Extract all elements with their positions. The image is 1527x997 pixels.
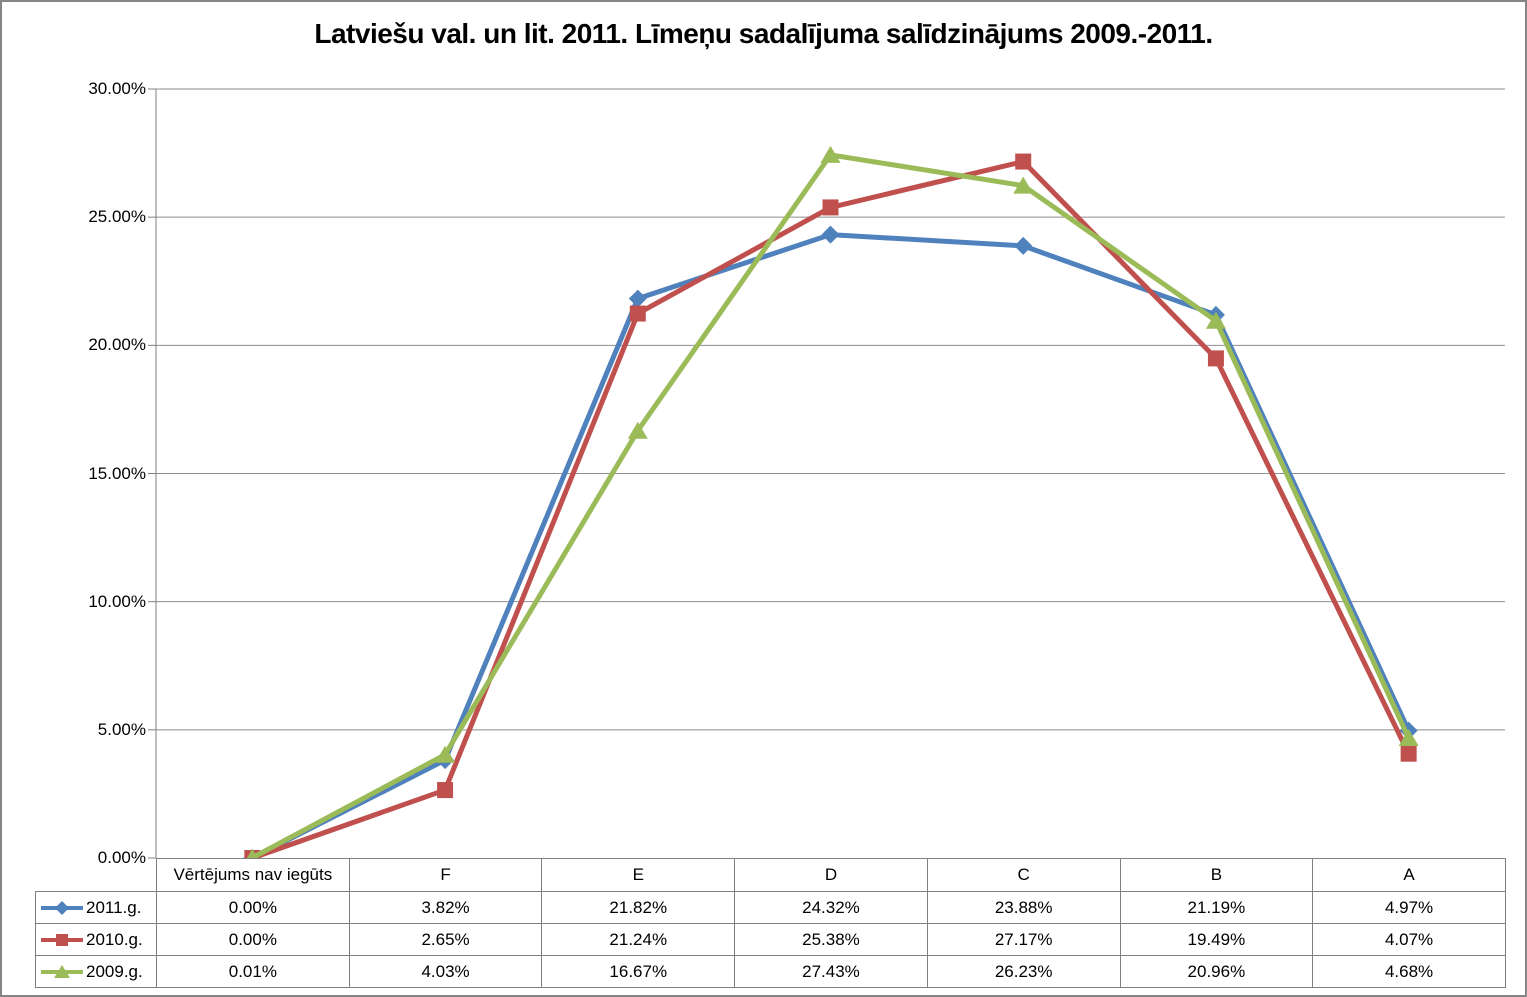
marker-diamond-2011g [628, 289, 647, 308]
marker-square-2010g [629, 305, 646, 322]
y-tick-label: 30.00% [88, 79, 146, 98]
marker-triangle-2009g [1013, 176, 1034, 194]
table-row: 2011.g. 0.00% 3.82% 21.82% 24.32% 23.88% 21.19… [35, 891, 1506, 924]
chart-title: Latviešu val. un lit. 2011. Līmeņu sadal… [314, 18, 1213, 49]
table-cell: 4.97% [1312, 891, 1506, 924]
table-cell: 0.00% [156, 891, 350, 924]
legend-cell: 2009.g. [35, 955, 157, 988]
table-cell: 26.23% [926, 955, 1121, 988]
marker-diamond-2011g [821, 225, 840, 244]
table-header-cell: Vērtējums nav iegūts [156, 858, 350, 892]
legend-label: 2011.g. [86, 897, 142, 917]
table-corner-cell [36, 859, 157, 892]
table-cell: 25.38% [734, 923, 928, 956]
table-cell: 27.17% [926, 923, 1121, 956]
table-cell: 23.88% [926, 891, 1121, 924]
marker-square-2010g [437, 782, 454, 799]
y-tick-label: 10.00% [88, 591, 146, 611]
table-cell: 0.01% [156, 955, 350, 988]
series-line-2009g [251, 152, 1411, 860]
table-cell: 21.24% [541, 923, 736, 956]
marker-square-2010g [1015, 153, 1032, 170]
table-row: 2010.g. 0.00% 2.65% 21.24% 25.38% 27.17% 19.49… [35, 923, 1506, 956]
legend-cell: 2011.g. [35, 891, 157, 924]
table-header-cell: E [541, 858, 736, 892]
marker-square-2010g [1400, 745, 1417, 762]
legend-marker-diamond-icon [55, 901, 69, 916]
table-cell: 0.00% [156, 923, 350, 956]
y-tick-label: 20.00% [88, 335, 146, 355]
y-tick-label: 0.00% [97, 848, 146, 867]
table-row: 2009.g. 0.01% 4.03% 16.67% 27.43% 26.23% 20.96… [35, 955, 1506, 988]
marker-triangle-2009g [1398, 729, 1419, 747]
y-tick-label: 25.00% [88, 207, 146, 227]
table-header-cell: F [348, 858, 543, 892]
table-cell: 2.65% [348, 923, 543, 956]
legend-key-2009g [41, 965, 83, 979]
table-header-cell: C [926, 858, 1121, 892]
data-table: Vērtējums nav iegūts F E D C B A 2011.g. 0.00% 3.… [35, 858, 1506, 988]
marker-triangle-2009g [820, 145, 841, 163]
table-cell: 19.49% [1119, 923, 1314, 956]
table-header-cell: A [1312, 858, 1506, 892]
marker-square-2010g [822, 199, 839, 216]
marker-triangle-2009g [1205, 311, 1226, 329]
marker-triangle-2009g [435, 745, 456, 763]
table-cell: 21.82% [541, 891, 736, 924]
table-cell: 4.68% [1312, 955, 1506, 988]
table-cell: 27.43% [734, 955, 928, 988]
legend-marker-triangle-icon [54, 965, 70, 979]
legend-marker-square-icon [56, 934, 68, 947]
marker-square-2010g [1207, 350, 1224, 367]
table-cell: 4.03% [348, 955, 543, 988]
legend-label: 2009.g. [86, 961, 143, 981]
legend-key-2010g [41, 934, 83, 947]
table-header-cell: B [1119, 858, 1314, 892]
marker-triangle-2009g [627, 421, 648, 439]
table-cell: 4.07% [1312, 923, 1506, 956]
table-cell: 3.82% [348, 891, 543, 924]
legend-label: 2010.g. [86, 929, 143, 949]
table-header-row: Vērtējums nav iegūts F E D C B A [36, 858, 1506, 892]
series-line-2010g [251, 158, 1411, 861]
table-cell: 20.96% [1119, 955, 1314, 988]
y-tick-label: 5.00% [97, 719, 146, 739]
table-header-cell: D [734, 858, 928, 892]
table-cell: 24.32% [734, 891, 928, 924]
y-tick-label: 15.00% [88, 463, 146, 483]
marker-diamond-2011g [1014, 236, 1033, 255]
table-cell: 16.67% [541, 955, 736, 988]
legend-key-2011g [41, 901, 83, 916]
table-cell: 21.19% [1119, 891, 1314, 924]
legend-cell: 2010.g. [35, 923, 157, 956]
